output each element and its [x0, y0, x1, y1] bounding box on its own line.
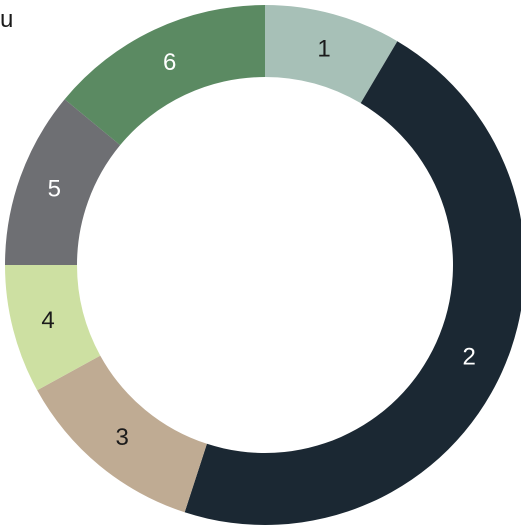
donut-slice-4	[5, 265, 101, 391]
donut-slice-label-1: 1	[317, 35, 330, 62]
donut-slice-label-6: 6	[163, 49, 176, 76]
donut-slices	[5, 5, 521, 525]
corner-text: u	[0, 6, 14, 33]
donut-slice-3	[37, 355, 207, 513]
donut-slice-label-5: 5	[48, 176, 61, 203]
donut-slice-5	[5, 99, 121, 265]
donut-slice-label-3: 3	[116, 424, 129, 451]
donut-slice-1	[265, 5, 398, 104]
donut-slice-2	[184, 41, 521, 525]
donut-slice-label-4: 4	[41, 307, 54, 334]
donut-labels: 1 2 3 4 5 6	[41, 35, 475, 451]
donut-slice-label-2: 2	[462, 344, 475, 371]
donut-slice-6	[64, 5, 265, 146]
